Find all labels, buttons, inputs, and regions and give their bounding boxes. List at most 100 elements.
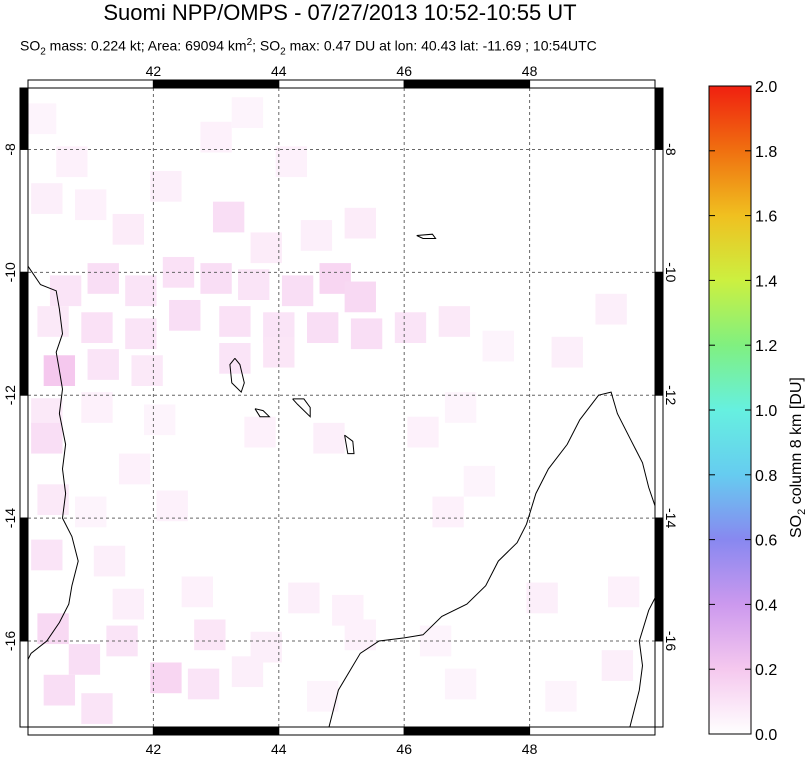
so2-pixel [275, 146, 308, 178]
lat-tick-label-left: -14 [2, 508, 18, 528]
so2-pixel [56, 146, 88, 178]
colorbar-tick-label: 1.4 [755, 273, 777, 290]
lat-tick-label-left: -8 [2, 143, 18, 156]
so2-pixel [81, 312, 113, 343]
so2-pixel [219, 306, 251, 337]
so2-pixel [75, 496, 107, 528]
lon-tick-label-bottom: 42 [146, 741, 162, 757]
lat-tick-label-right: -16 [663, 631, 679, 651]
so2-pixel [307, 680, 339, 712]
coastline [629, 597, 655, 727]
stats-part: mass: 0.224 kt; Area: 69094 km [45, 37, 247, 54]
frame-segment [152, 79, 280, 89]
so2-pixel [344, 619, 376, 651]
frame-segment [19, 517, 29, 642]
so2-pixel [394, 312, 427, 343]
so2-pixel [181, 576, 213, 608]
so2-pixel [344, 207, 376, 239]
page-title: Suomi NPP/OMPS - 07/27/2013 10:52-10:55 … [103, 0, 577, 25]
lon-tick-label-top: 48 [522, 63, 538, 79]
so2-pixel [607, 576, 640, 608]
so2-pixel [194, 619, 226, 651]
frame-segment [27, 726, 154, 736]
lat-tick-label-left: -16 [2, 631, 18, 651]
coastline [254, 408, 271, 418]
lat-tick-label-right: -14 [663, 508, 679, 528]
so2-pixel [31, 539, 63, 571]
stats-line: SO2 mass: 0.224 kt; Area: 69094 km2; SO2… [20, 34, 597, 61]
frame-segment [654, 148, 664, 273]
so2-pixel [31, 422, 63, 454]
stats-sub: 2 [280, 46, 286, 58]
so2-pixel [438, 306, 471, 337]
frame-segment [19, 148, 29, 273]
frame-segment [403, 726, 531, 736]
so2-pixel [131, 355, 163, 386]
lon-tick-label-top: 44 [271, 63, 287, 79]
so2-pixel [231, 97, 264, 128]
gridlines [28, 88, 655, 727]
frame-segment [654, 517, 664, 642]
coastline-layer [28, 233, 655, 727]
lat-tick-label-left: -10 [2, 262, 18, 282]
frame-segment [529, 79, 656, 89]
so2-pixel [150, 662, 182, 694]
colorbar-tick-label: 1.8 [755, 144, 777, 161]
axis-tick-labels: 42 42 44 44 46 46 48 48 -8 -8 -10 -10 -12 -12 -14 -14 -1… [2, 63, 679, 757]
so2-pixel [200, 121, 232, 153]
colorbar-tick-label: 0.2 [755, 662, 777, 679]
colorbar-tick-label: 0.0 [755, 727, 777, 744]
frame-segment [19, 394, 29, 519]
frame-segment [654, 394, 664, 519]
so2-pixel [43, 674, 76, 706]
coastline [292, 398, 311, 418]
so2-pixel [444, 392, 477, 423]
stats-sub: 2 [40, 46, 46, 58]
frame-segment [19, 87, 29, 150]
so2-pixel [75, 189, 107, 221]
lat-tick-label-right: -10 [663, 262, 679, 282]
frame-segment [654, 271, 664, 396]
so2-pixel [288, 582, 320, 614]
colorbar-tick-label: 1.2 [755, 338, 777, 355]
so2-pixel [463, 465, 496, 497]
so2-pixel [350, 318, 383, 350]
so2-pixel [150, 170, 182, 202]
coastline [328, 391, 655, 727]
stats-part: SO [20, 37, 41, 54]
so2-pixel [545, 680, 577, 712]
so2-pixel [444, 668, 477, 700]
so2-pixel [595, 293, 627, 325]
so2-pixel [601, 650, 634, 681]
so2-pixel [28, 103, 57, 135]
so2-pixel [187, 668, 220, 700]
so2-pixel [125, 318, 157, 350]
so2-pixel [87, 263, 119, 294]
map-frame [19, 79, 664, 736]
lon-tick-label-bottom: 46 [396, 741, 412, 757]
so2-pixel [250, 232, 282, 264]
so2-pixel [93, 545, 126, 577]
frame-segment [152, 726, 280, 736]
colorbar-label: SO2 column 8 km [DU] [788, 377, 807, 538]
so2-pixel [281, 275, 314, 307]
so2-pixel [169, 299, 201, 331]
so2-pixel [526, 582, 558, 614]
lon-tick-label-top: 42 [146, 63, 162, 79]
colorbar-tick-label: 1.6 [755, 209, 777, 226]
map-border [27, 87, 656, 728]
so2-pixel [112, 588, 144, 620]
so2-pixel [551, 336, 583, 368]
colorbar-tick-label: 0.4 [755, 597, 777, 614]
coastline [229, 357, 245, 394]
colorbar-tick-label: 1.0 [755, 403, 777, 420]
so2-pixel [307, 312, 339, 343]
frame-segment [278, 79, 405, 89]
so2-pixel [106, 625, 138, 657]
lon-tick-label-top: 46 [396, 63, 412, 79]
so2-pixel [432, 496, 464, 528]
so2-pixel [81, 392, 113, 423]
so2-pixel [300, 220, 333, 251]
so2-pixel [125, 275, 157, 307]
so2-pixel [81, 693, 113, 724]
